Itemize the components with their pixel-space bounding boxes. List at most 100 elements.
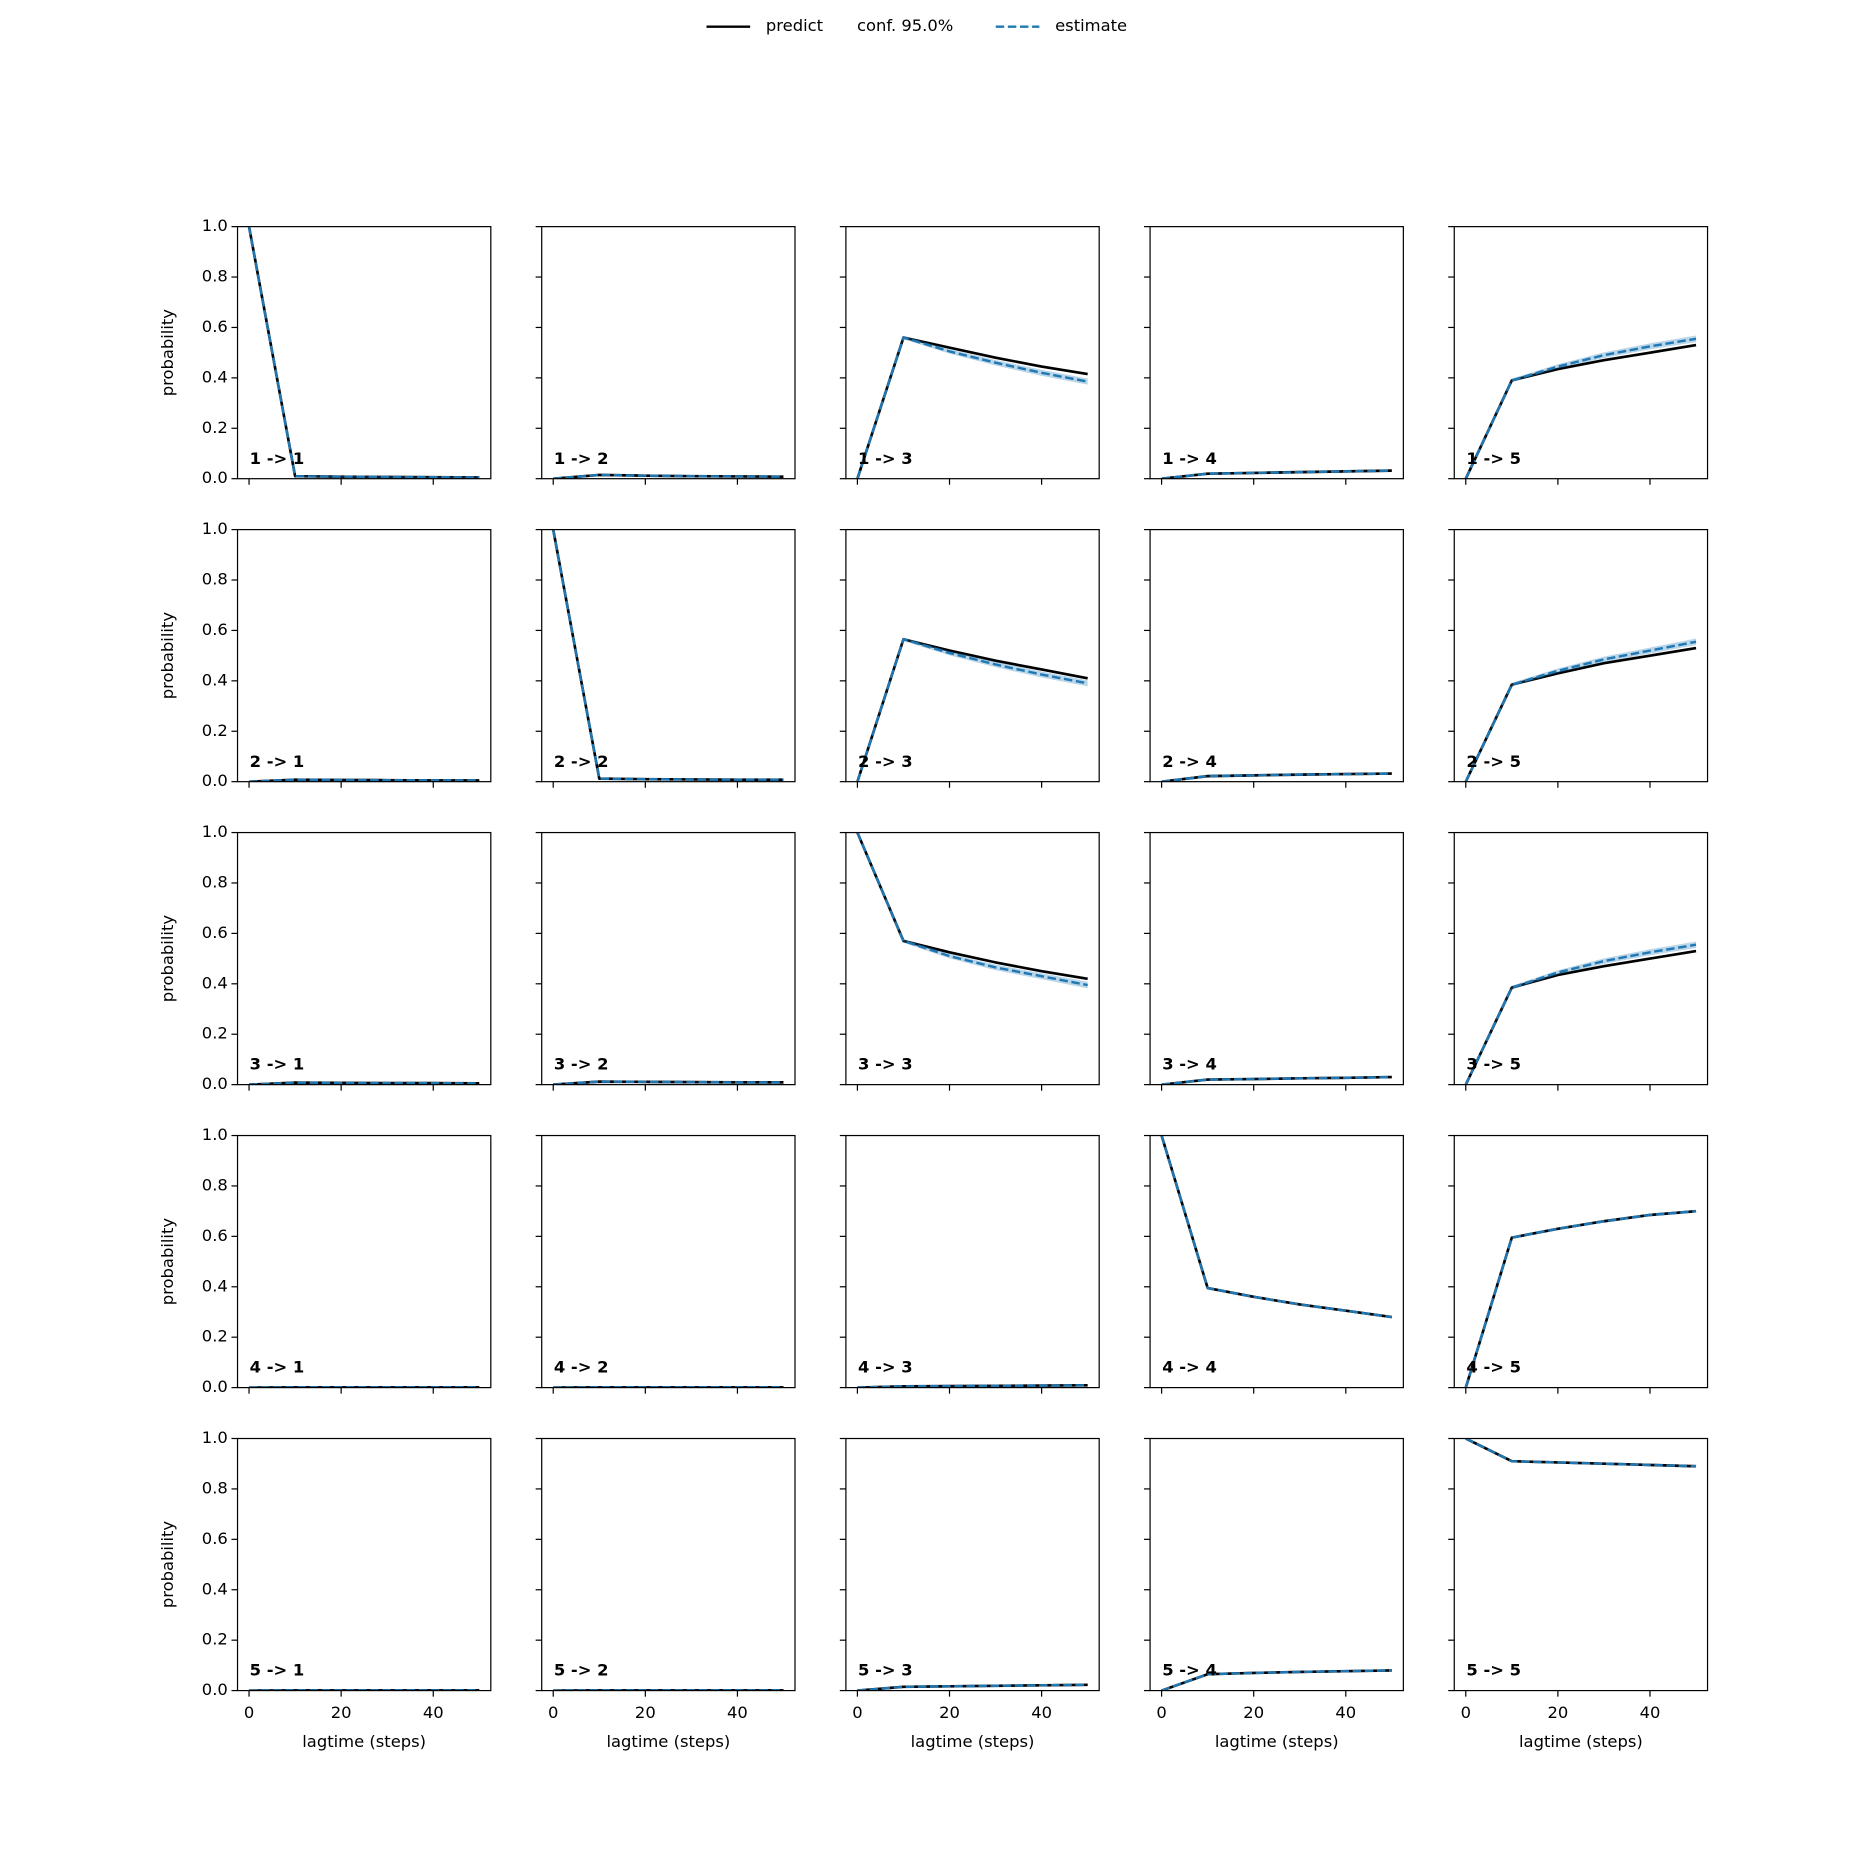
axes-frame: [845, 226, 1100, 480]
estimate-line: [1464, 943, 1697, 1085]
panel: 0 20 40 lagtime (steps) 5 -> 4: [1144, 1437, 1404, 1751]
axes-frame: [1149, 528, 1404, 783]
plot-area: [856, 832, 1088, 989]
predict-line: [1160, 1135, 1393, 1319]
y-tick-label: 0.6: [202, 1226, 228, 1245]
panel-title: 4 -> 1: [250, 1358, 305, 1377]
plot-area: [247, 226, 480, 479]
y-axis-label: probability: [158, 309, 177, 397]
y-tick-label: 1.0: [202, 519, 228, 538]
confidence-band: [857, 637, 1088, 782]
confidence-band: [1465, 638, 1697, 782]
axes-frame: [1149, 1134, 1404, 1389]
estimate-line: [248, 1081, 480, 1085]
estimate-line: [247, 226, 480, 479]
x-tick-label: 20: [635, 1703, 656, 1722]
y-tick-label: 0.8: [202, 267, 228, 286]
predict-line: [247, 226, 480, 479]
panel: 0.0 0.2 0.4 0.6 0.8 1.0 probability 4 -> 1: [158, 1125, 492, 1396]
axes-frame: [541, 831, 796, 1086]
y-tick-label: 0.2: [202, 418, 228, 437]
plot-area: [1161, 1669, 1392, 1691]
panel: 0 20 40 lagtime (steps) 5 -> 5: [1448, 1437, 1709, 1751]
x-tick-label: 0: [852, 1703, 862, 1722]
y-tick-label: 0.2: [202, 721, 228, 740]
plot-area: [1464, 638, 1697, 782]
y-axis-label: probability: [158, 1218, 177, 1306]
estimate-line: [1161, 1669, 1392, 1691]
panel: 2 -> 5: [1448, 528, 1709, 788]
y-tick-label: 0.2: [202, 1327, 228, 1346]
plot-area: [551, 529, 784, 781]
y-tick-label: 1.0: [202, 1428, 228, 1447]
estimate-line: [1161, 772, 1392, 782]
panel: 3 -> 2: [535, 831, 796, 1091]
y-tick-label: 0.4: [202, 1276, 228, 1295]
panel-title: 5 -> 5: [1466, 1661, 1521, 1680]
plot-area: [1464, 1209, 1697, 1388]
panel-title: 5 -> 1: [250, 1661, 305, 1680]
axes-frame: [541, 1134, 796, 1389]
panel: 4 -> 3: [839, 1134, 1100, 1394]
axes-frame: [236, 528, 492, 783]
axes-frame: [1453, 1134, 1709, 1389]
panel-title: 2 -> 1: [250, 752, 305, 771]
y-tick-label: 0.2: [202, 1630, 228, 1649]
panel-title: 4 -> 3: [858, 1358, 913, 1377]
axes-frame: [236, 226, 492, 480]
estimate-line: [1160, 1135, 1393, 1319]
estimate-line: [856, 832, 1088, 987]
legend-label: estimate: [1055, 16, 1127, 35]
x-tick-label: 20: [939, 1703, 960, 1722]
y-tick-label: 0.8: [202, 570, 228, 589]
y-tick-label: 1.0: [202, 216, 228, 235]
panel: 4 -> 5: [1448, 1134, 1709, 1394]
estimate-line: [856, 336, 1088, 479]
estimate-line: [856, 638, 1088, 782]
plot-area: [1464, 335, 1697, 479]
y-axis-label: probability: [158, 915, 177, 1003]
panel-title: 3 -> 2: [554, 1055, 609, 1074]
panel: 3 -> 3: [839, 831, 1100, 1091]
panel: 2 -> 2: [535, 528, 796, 788]
x-tick-label: 0: [244, 1703, 254, 1722]
plot-area: [1465, 1438, 1697, 1468]
plot-area: [553, 1080, 784, 1085]
axes-frame: [1149, 1437, 1404, 1692]
plot-area: [248, 778, 480, 782]
panel: 0.0 0.2 0.4 0.6 0.8 1.0 probability 2 -> 1: [158, 519, 492, 790]
x-tick-label: 40: [1031, 1703, 1052, 1722]
plot-area: [248, 1081, 480, 1085]
axes-frame: [236, 1134, 492, 1389]
y-tick-label: 0.4: [202, 1579, 228, 1598]
x-tick-label: 40: [727, 1703, 748, 1722]
plot-area: [1161, 1075, 1392, 1085]
estimate-line: [552, 529, 784, 781]
panel-title: 1 -> 2: [554, 449, 609, 468]
panel-title: 3 -> 4: [1162, 1055, 1217, 1074]
estimate-line: [857, 1683, 1088, 1691]
panel: 4 -> 2: [535, 1134, 796, 1394]
axes-frame: [541, 226, 796, 480]
axes-frame: [1453, 528, 1709, 783]
panel-title: 2 -> 2: [554, 752, 609, 771]
panel-title: 4 -> 5: [1466, 1358, 1521, 1377]
predict-line: [1465, 1438, 1697, 1468]
x-axis-label: lagtime (steps): [302, 1732, 426, 1751]
axes-frame: [541, 1437, 796, 1692]
x-axis-label: lagtime (steps): [1215, 1732, 1339, 1751]
panel: 2 -> 4: [1144, 528, 1404, 788]
y-axis-label: probability: [158, 1521, 177, 1609]
estimate-line: [1465, 1438, 1697, 1468]
y-tick-label: 0.6: [202, 923, 228, 942]
x-tick-label: 0: [548, 1703, 558, 1722]
panel-title: 4 -> 4: [1162, 1358, 1217, 1377]
x-tick-label: 0: [1461, 1703, 1471, 1722]
axes-frame: [541, 528, 796, 783]
axes-frame: [236, 1437, 492, 1692]
panel-title: 5 -> 4: [1162, 1661, 1217, 1680]
y-axis-label: probability: [158, 612, 177, 700]
x-tick-label: 40: [1335, 1703, 1356, 1722]
panel: 0 20 40 lagtime (steps) 5 -> 3: [839, 1437, 1100, 1751]
